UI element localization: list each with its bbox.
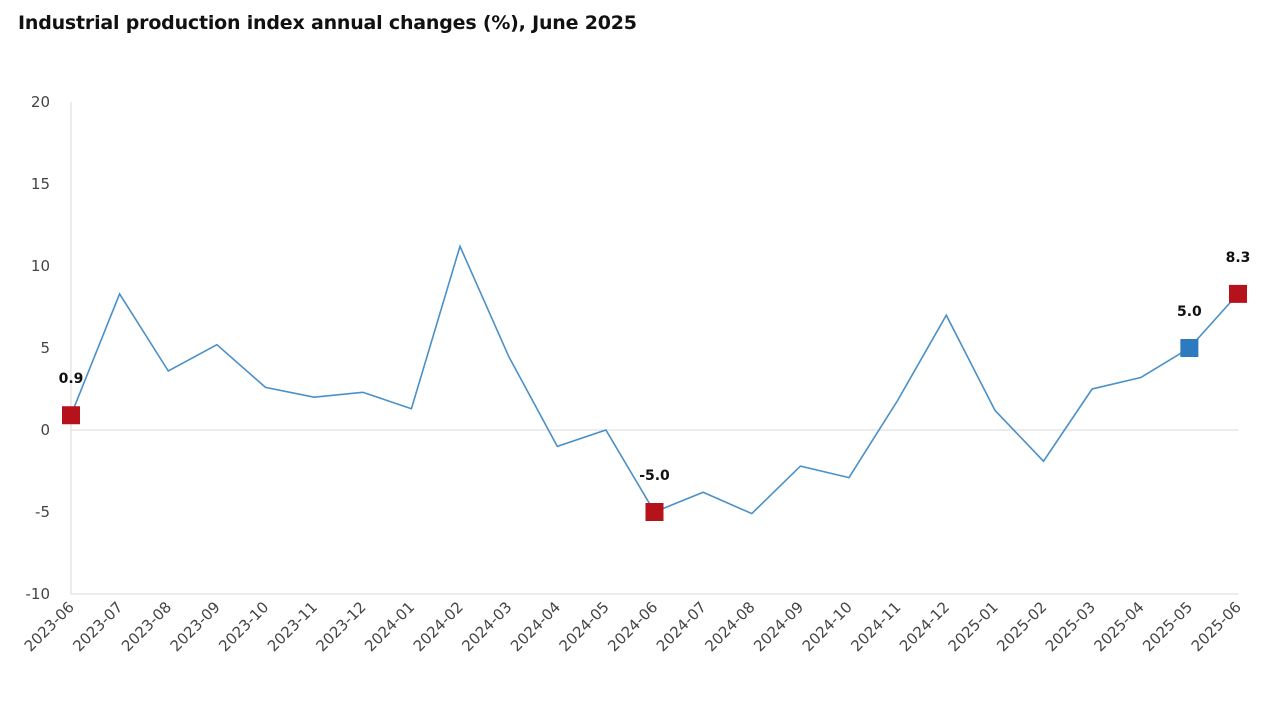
x-tick-label: 2025-04 xyxy=(1091,598,1148,655)
x-tick-label: 2024-05 xyxy=(556,598,613,655)
y-tick-label: -5 xyxy=(35,503,50,521)
x-tick-label: 2023-12 xyxy=(313,598,370,655)
x-tick-label: 2025-06 xyxy=(1188,598,1245,655)
y-tick-label: 5 xyxy=(40,339,50,357)
y-tick-label: -10 xyxy=(26,585,51,603)
x-tick-label: 2025-05 xyxy=(1139,598,1196,655)
x-tick-label: 2024-07 xyxy=(653,598,710,655)
x-tick-label: 2024-02 xyxy=(410,598,467,655)
data-label: 0.9 xyxy=(59,371,84,387)
x-tick-label: 2024-12 xyxy=(896,598,953,655)
y-tick-label: 20 xyxy=(31,93,50,111)
y-tick-label: 15 xyxy=(31,175,50,193)
highlight-marker xyxy=(1229,284,1247,303)
x-tick-label: 2024-03 xyxy=(458,598,515,655)
x-tick-label: 2024-01 xyxy=(361,598,418,655)
x-tick-label: 2023-09 xyxy=(167,598,224,655)
x-tick-label: 2023-07 xyxy=(69,598,126,655)
x-tick-label: 2024-10 xyxy=(799,598,856,655)
x-tick-label: 2025-02 xyxy=(993,598,1050,655)
x-tick-label: 2024-08 xyxy=(702,598,759,655)
y-tick-label: 0 xyxy=(40,421,50,439)
data-label: -5.0 xyxy=(639,468,670,484)
x-tick-label: 2024-11 xyxy=(847,598,904,655)
data-label: 8.3 xyxy=(1226,250,1251,266)
highlight-marker xyxy=(62,406,80,425)
x-tick-label: 2025-03 xyxy=(1042,598,1099,655)
x-tick-label: 2023-10 xyxy=(215,598,272,655)
x-tick-label: 2024-09 xyxy=(750,598,807,655)
x-tick-label: 2024-06 xyxy=(604,598,661,655)
x-tick-label: 2023-11 xyxy=(264,598,321,655)
x-tick-label: 2023-08 xyxy=(118,598,175,655)
data-label: 5.0 xyxy=(1177,304,1202,320)
x-tick-label: 2023-06 xyxy=(21,598,78,655)
x-tick-label: 2025-01 xyxy=(945,598,1002,655)
chart-title: Industrial production index annual chang… xyxy=(18,12,637,34)
y-tick-label: 10 xyxy=(31,257,50,275)
x-tick-label: 2024-04 xyxy=(507,598,564,655)
highlight-marker xyxy=(645,503,664,521)
highlight-marker xyxy=(1180,339,1199,357)
